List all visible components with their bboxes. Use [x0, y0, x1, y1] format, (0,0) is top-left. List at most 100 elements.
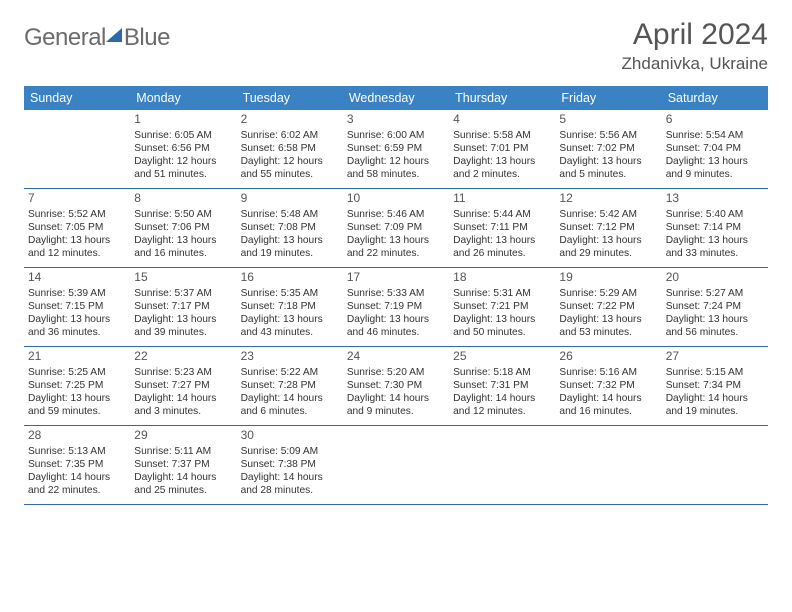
sunrise-text: Sunrise: 5:16 AM: [559, 366, 657, 379]
day-number: 21: [28, 349, 126, 365]
sunset-text: Sunset: 6:58 PM: [241, 142, 339, 155]
sunset-text: Sunset: 7:37 PM: [134, 458, 232, 471]
sunset-text: Sunset: 7:19 PM: [347, 300, 445, 313]
sunset-text: Sunset: 7:25 PM: [28, 379, 126, 392]
sunset-text: Sunset: 7:11 PM: [453, 221, 551, 234]
day-number: 25: [453, 349, 551, 365]
day-cell: 1Sunrise: 6:05 AMSunset: 6:56 PMDaylight…: [130, 110, 236, 188]
day-cell: 3Sunrise: 6:00 AMSunset: 6:59 PMDaylight…: [343, 110, 449, 188]
week-row: 28Sunrise: 5:13 AMSunset: 7:35 PMDayligh…: [24, 426, 768, 505]
sunset-text: Sunset: 7:30 PM: [347, 379, 445, 392]
sunrise-text: Sunrise: 5:25 AM: [28, 366, 126, 379]
sunrise-text: Sunrise: 5:33 AM: [347, 287, 445, 300]
day-number: 28: [28, 428, 126, 444]
day-number: 22: [134, 349, 232, 365]
daylight-text: Daylight: 13 hours and 53 minutes.: [559, 313, 657, 340]
sunset-text: Sunset: 7:17 PM: [134, 300, 232, 313]
weekday-header: Saturday: [662, 86, 768, 110]
day-number: 23: [241, 349, 339, 365]
daylight-text: Daylight: 14 hours and 25 minutes.: [134, 471, 232, 498]
day-cell: 20Sunrise: 5:27 AMSunset: 7:24 PMDayligh…: [662, 268, 768, 346]
sunrise-text: Sunrise: 5:40 AM: [666, 208, 764, 221]
day-number: 3: [347, 112, 445, 128]
day-cell: 12Sunrise: 5:42 AMSunset: 7:12 PMDayligh…: [555, 189, 661, 267]
sunrise-text: Sunrise: 6:02 AM: [241, 129, 339, 142]
day-number: 12: [559, 191, 657, 207]
day-cell: 17Sunrise: 5:33 AMSunset: 7:19 PMDayligh…: [343, 268, 449, 346]
sunset-text: Sunset: 7:35 PM: [28, 458, 126, 471]
weekday-header: Sunday: [24, 86, 130, 110]
daylight-text: Daylight: 14 hours and 9 minutes.: [347, 392, 445, 419]
week-row: 7Sunrise: 5:52 AMSunset: 7:05 PM Daylight…: [24, 189, 768, 268]
daylight-text: Daylight: 13 hours and 9 minutes.: [666, 155, 764, 182]
daylight-text: Daylight: 13 hours and 56 minutes.: [666, 313, 764, 340]
sunrise-text: Sunrise: 5:39 AM: [28, 287, 126, 300]
day-number: 14: [28, 270, 126, 286]
sunrise-text: Sunrise: 5:18 AM: [453, 366, 551, 379]
sunrise-text: Sunrise: 5:48 AM: [241, 208, 339, 221]
day-cell: 29Sunrise: 5:11 AMSunset: 7:37 PMDayligh…: [130, 426, 236, 504]
sunrise-text: Sunrise: 5:37 AM: [134, 287, 232, 300]
sunset-text: Sunset: 7:12 PM: [559, 221, 657, 234]
day-number: 16: [241, 270, 339, 286]
day-number: 7: [28, 191, 126, 207]
daylight-text: Daylight: 13 hours and 16 minutes.: [134, 234, 232, 261]
daylight-text: Daylight: 14 hours and 19 minutes.: [666, 392, 764, 419]
daylight-text: Daylight: 13 hours and 2 minutes.: [453, 155, 551, 182]
sunset-text: Sunset: 7:31 PM: [453, 379, 551, 392]
page-header: General Blue April 2024 Zhdanivka, Ukrai…: [24, 18, 768, 74]
day-number: 6: [666, 112, 764, 128]
sunset-text: Sunset: 7:06 PM: [134, 221, 232, 234]
sunrise-text: Sunrise: 5:52 AM: [28, 208, 126, 221]
daylight-text: Daylight: 13 hours and 43 minutes.: [241, 313, 339, 340]
day-cell: 13Sunrise: 5:40 AMSunset: 7:14 PMDayligh…: [662, 189, 768, 267]
sunrise-text: Sunrise: 5:54 AM: [666, 129, 764, 142]
title-block: April 2024 Zhdanivka, Ukraine: [622, 18, 768, 74]
sunset-text: Sunset: 7:08 PM: [241, 221, 339, 234]
day-cell: 9Sunrise: 5:48 AMSunset: 7:08 PMDaylight…: [237, 189, 343, 267]
sunrise-text: Sunrise: 5:56 AM: [559, 129, 657, 142]
calendar-page: General Blue April 2024 Zhdanivka, Ukrai…: [0, 0, 792, 523]
sunrise-text: Sunrise: 6:00 AM: [347, 129, 445, 142]
week-row: 14Sunrise: 5:39 AMSunset: 7:15 PMDayligh…: [24, 268, 768, 347]
empty-cell: [555, 426, 661, 504]
sunset-text: Sunset: 7:02 PM: [559, 142, 657, 155]
day-number: 17: [347, 270, 445, 286]
day-number: 8: [134, 191, 232, 207]
month-title: April 2024: [622, 18, 768, 52]
daylight-text: Daylight: 14 hours and 22 minutes.: [28, 471, 126, 498]
empty-cell: [343, 426, 449, 504]
day-cell: 25Sunrise: 5:18 AMSunset: 7:31 PMDayligh…: [449, 347, 555, 425]
weekday-header-row: Sunday Monday Tuesday Wednesday Thursday…: [24, 86, 768, 110]
sunrise-text: Sunrise: 5:58 AM: [453, 129, 551, 142]
sunset-text: Sunset: 7:28 PM: [241, 379, 339, 392]
day-cell: 27Sunrise: 5:15 AMSunset: 7:34 PMDayligh…: [662, 347, 768, 425]
sunrise-text: Sunrise: 5:29 AM: [559, 287, 657, 300]
logo-text-1: General: [24, 24, 106, 52]
day-cell: 21Sunrise: 5:25 AMSunset: 7:25 PMDayligh…: [24, 347, 130, 425]
day-number: 1: [134, 112, 232, 128]
daylight-text: Daylight: 14 hours and 12 minutes.: [453, 392, 551, 419]
empty-cell: [24, 110, 130, 188]
sunset-text: Sunset: 7:05 PM: [28, 221, 126, 234]
day-cell: 18Sunrise: 5:31 AMSunset: 7:21 PMDayligh…: [449, 268, 555, 346]
sunrise-text: Sunrise: 5:27 AM: [666, 287, 764, 300]
day-cell: 24Sunrise: 5:20 AMSunset: 7:30 PMDayligh…: [343, 347, 449, 425]
day-number: 10: [347, 191, 445, 207]
logo: General Blue: [24, 24, 170, 52]
sunset-text: Sunset: 7:14 PM: [666, 221, 764, 234]
empty-cell: [662, 426, 768, 504]
day-number: 29: [134, 428, 232, 444]
sunrise-text: Sunrise: 5:11 AM: [134, 445, 232, 458]
daylight-text: Daylight: 13 hours and 59 minutes.: [28, 392, 126, 419]
daylight-text: Daylight: 13 hours and 39 minutes.: [134, 313, 232, 340]
sunrise-text: Sunrise: 5:09 AM: [241, 445, 339, 458]
sunrise-text: Sunrise: 5:20 AM: [347, 366, 445, 379]
sunrise-text: Sunrise: 5:23 AM: [134, 366, 232, 379]
sunrise-text: Sunrise: 5:31 AM: [453, 287, 551, 300]
day-cell: 6Sunrise: 5:54 AMSunset: 7:04 PMDaylight…: [662, 110, 768, 188]
day-cell: 10Sunrise: 5:46 AMSunset: 7:09 PMDayligh…: [343, 189, 449, 267]
day-cell: 7Sunrise: 5:52 AMSunset: 7:05 PMDaylight…: [24, 189, 130, 267]
day-number: 4: [453, 112, 551, 128]
sunset-text: Sunset: 7:38 PM: [241, 458, 339, 471]
